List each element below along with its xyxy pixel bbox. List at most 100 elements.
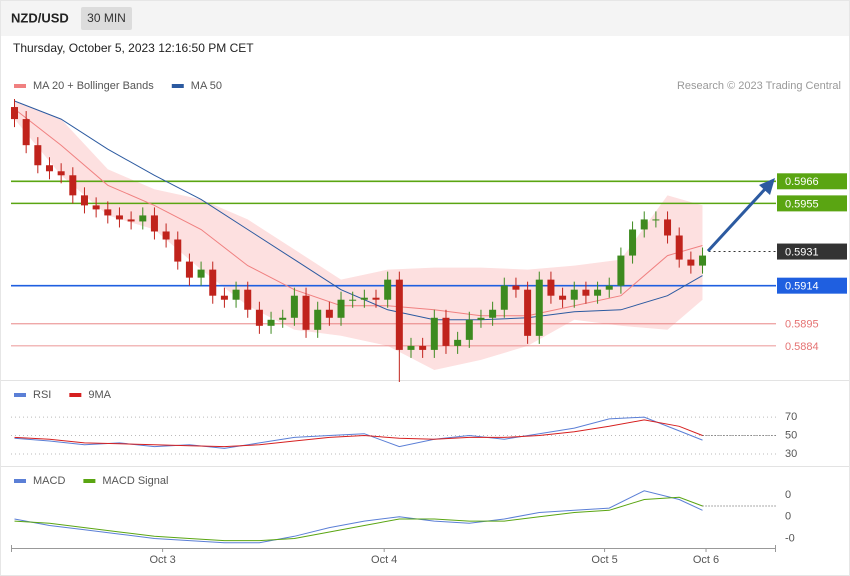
indicator-line — [14, 490, 703, 544]
candle-body — [115, 215, 123, 220]
candle-body — [454, 339, 462, 346]
candle-body — [652, 219, 660, 221]
legend-swatch — [83, 479, 96, 483]
candle-body — [337, 299, 345, 318]
y-tick-label: 50 — [785, 429, 797, 441]
level-badge — [777, 195, 847, 212]
legend-swatch — [69, 393, 82, 397]
level-label: 0.5895 — [785, 319, 819, 331]
candle-body — [22, 119, 30, 146]
candle-body — [419, 345, 427, 350]
candle-body — [57, 171, 65, 176]
legend-swatch — [14, 479, 26, 483]
legend-label: MA 50 — [191, 80, 222, 92]
level-badge — [777, 173, 847, 190]
candle-body — [524, 289, 532, 336]
y-tick-label: 70 — [785, 411, 797, 423]
candle-body — [629, 229, 637, 256]
legend-label: 9MA — [88, 389, 111, 401]
candle-body — [290, 295, 298, 318]
timeframe-badge[interactable] — [81, 7, 132, 30]
x-tick-label: Oct 6 — [693, 554, 719, 566]
symbol: NZD/USD — [11, 10, 69, 25]
candle-body — [185, 261, 193, 278]
candle-body — [477, 317, 485, 320]
level-label: 0.5966 — [785, 176, 819, 188]
candle-body — [617, 255, 625, 286]
candle-body — [687, 259, 695, 266]
candle-body — [664, 219, 672, 236]
legend-label: MACD Signal — [102, 475, 168, 487]
x-tick-label: Oct 3 — [149, 554, 175, 566]
credit: Research © 2023 Trading Central — [677, 80, 841, 92]
level-label: 0.5914 — [785, 281, 819, 293]
y-tick-label: 0 — [785, 511, 791, 523]
candle-body — [209, 269, 217, 296]
candle-body — [244, 289, 252, 310]
legend-label: MACD — [33, 475, 65, 487]
candle-body — [104, 209, 112, 216]
level-label: 0.5955 — [785, 198, 819, 210]
candle-body — [594, 289, 602, 296]
timeframe[interactable]: 30 MIN — [87, 11, 126, 25]
candle-body — [349, 299, 357, 301]
candle-body — [45, 165, 53, 172]
candle-body — [489, 309, 497, 318]
candle-body — [407, 345, 415, 350]
legend-swatch — [171, 84, 184, 88]
candle-body — [69, 175, 77, 196]
timestamp: Thursday, October 5, 2023 12:16:50 PM CE… — [13, 41, 254, 55]
candle-body — [360, 297, 368, 300]
candle-body — [535, 279, 543, 336]
x-tick-label: Oct 5 — [591, 554, 617, 566]
y-tick-label: -0 — [785, 532, 795, 544]
candle-body — [582, 289, 590, 296]
candle-body — [570, 289, 578, 300]
candle-body — [372, 297, 380, 300]
candle-body — [139, 215, 147, 222]
level-label: 0.5884 — [785, 341, 819, 353]
candle-body — [500, 285, 508, 310]
candle-body — [255, 309, 263, 326]
candle-body — [640, 219, 648, 230]
legend-swatch — [14, 84, 26, 88]
candle-body — [197, 269, 205, 278]
y-tick-label: 0 — [785, 489, 791, 501]
candle-body — [92, 205, 100, 210]
indicator-line — [14, 419, 703, 448]
candle-body — [395, 279, 403, 350]
candle-body — [34, 145, 42, 166]
candle-body — [80, 195, 88, 206]
candle-body — [699, 255, 707, 266]
level-badge — [777, 243, 847, 260]
candle-body — [465, 319, 473, 340]
candle-body — [512, 285, 520, 290]
candle-body — [174, 239, 182, 262]
legend-label: MA 20 + Bollinger Bands — [33, 80, 154, 92]
candle-body — [232, 289, 240, 300]
x-tick-label: Oct 4 — [371, 554, 397, 566]
candle-body — [430, 317, 438, 350]
indicator-line — [14, 496, 703, 542]
candle-body — [267, 319, 275, 326]
candle-body — [162, 231, 170, 240]
candle-body — [675, 235, 683, 260]
candle-body — [279, 317, 287, 320]
marks: MA 20 + Bollinger Bands MA 50 0.5966 0.5955… — [10, 80, 847, 566]
candle-body — [220, 295, 228, 300]
y-tick-label: 30 — [785, 448, 797, 460]
legend-label: RSI — [33, 389, 51, 401]
candle-body — [314, 309, 322, 330]
candle-body — [559, 295, 567, 300]
candle-body — [605, 285, 613, 290]
candle-body — [150, 215, 158, 232]
candle-body — [384, 279, 392, 300]
forecast-arrowhead — [759, 178, 775, 195]
level-label: 0.5931 — [785, 246, 819, 258]
candle-body — [10, 107, 18, 120]
level-badge — [777, 277, 847, 294]
candle-body — [325, 309, 333, 318]
header-bar — [1, 1, 849, 36]
